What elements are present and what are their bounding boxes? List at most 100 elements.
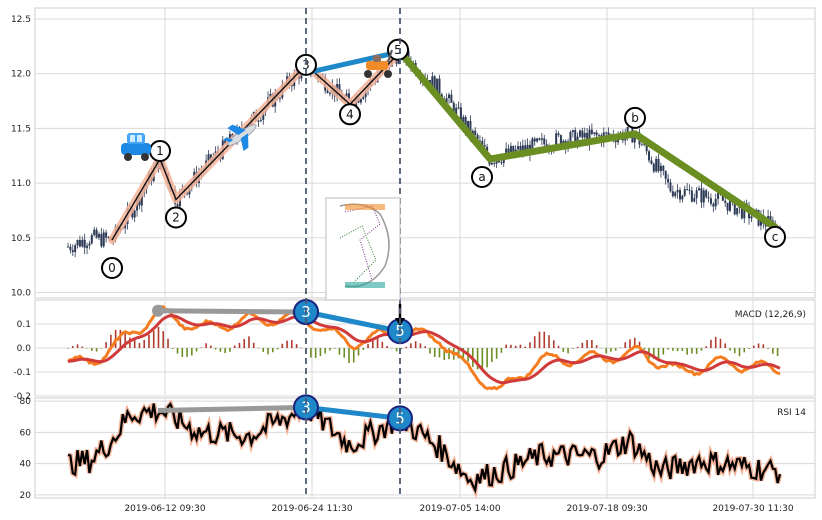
candle-body: [595, 132, 598, 136]
macd-hist-bar: [533, 336, 536, 348]
candle-body: [455, 107, 458, 116]
scooter-icon: [364, 49, 393, 78]
candle-body: [524, 145, 527, 151]
candle-body: [674, 192, 677, 197]
macd-hist-bar: [310, 348, 312, 358]
macd-hist-bar: [191, 348, 193, 356]
candle-body: [328, 92, 331, 94]
macd-hist-bar: [186, 348, 188, 357]
candle-body: [490, 163, 493, 165]
macd-tick-label: 0.1: [17, 320, 31, 330]
macd-hist-bar: [700, 348, 703, 351]
candle-body: [450, 94, 453, 103]
macd-divergence-line: [305, 309, 401, 334]
candle-body: [736, 207, 739, 215]
macd-hist-bar: [529, 342, 531, 348]
macd-hist-bar: [600, 348, 603, 349]
candle-body: [95, 229, 98, 238]
x-tick-label: 2019-07-05 14:00: [419, 504, 500, 514]
candle-body: [712, 203, 715, 207]
macd-hist-bar: [486, 348, 488, 368]
macd-hist-bar: [662, 348, 665, 355]
macd-hist-bar: [491, 348, 493, 363]
macd-hist-bar: [152, 330, 155, 348]
macd-hist-bar: [295, 344, 298, 348]
macd-hist-bar: [719, 338, 722, 348]
candle-body: [607, 132, 610, 136]
candle-body: [714, 198, 717, 207]
macd-hist-bar: [514, 345, 517, 348]
macd-hist-bar: [657, 348, 660, 360]
macd-hist-bar: [138, 342, 141, 348]
macd-hist-bar: [81, 346, 84, 348]
candle-body: [452, 102, 455, 116]
x-tick-label: 2019-06-24 11:30: [271, 504, 352, 514]
price-tick-label: 12.5: [11, 15, 31, 25]
candle-body: [78, 240, 81, 247]
macd-hist-bar: [414, 341, 417, 348]
price-tick-label: 11.0: [11, 179, 31, 189]
rsi-prior-peak-line: [157, 404, 307, 413]
candle-body: [290, 84, 293, 87]
macd-hist-bar: [324, 348, 326, 354]
candle-body: [326, 90, 329, 93]
macd-hist-bar: [76, 344, 79, 348]
macd-hist-bar: [633, 337, 636, 348]
macd-hist-bar: [605, 348, 607, 354]
candle-body: [750, 216, 753, 219]
candle-body: [728, 199, 731, 211]
candle-body: [626, 126, 629, 136]
wave-label: 0: [108, 261, 116, 275]
wave-circle: [624, 106, 646, 129]
candle-body: [681, 195, 684, 200]
candle-body: [590, 129, 593, 134]
macd-hist-bar: [381, 341, 384, 348]
candle-body: [698, 188, 701, 191]
candle-body: [690, 190, 693, 202]
macd-hist-bar: [753, 345, 755, 348]
candle-body: [557, 133, 560, 136]
candle-body: [474, 130, 477, 136]
candle-body: [764, 223, 767, 227]
candle-body: [559, 135, 562, 146]
macd-hist-bar: [729, 348, 731, 351]
macd-hist-bar: [586, 340, 588, 348]
macd-hist-bar: [505, 344, 507, 348]
candle-body: [733, 197, 736, 215]
candle-body: [362, 97, 365, 100]
x-tick-label: 2019-07-30 11:30: [712, 504, 793, 514]
candle-body: [652, 163, 655, 172]
candle-body: [540, 138, 543, 140]
macd-hist-bar: [705, 346, 707, 348]
macd-hist-bar: [548, 335, 550, 348]
candle-body: [707, 197, 710, 199]
x-tick-label: 2019-06-12 09:30: [124, 504, 205, 514]
macd-hist-bar: [386, 346, 388, 348]
rsi-tick-label: 60: [20, 428, 32, 438]
indicator-lines: [67, 305, 783, 499]
macd-hist-bar: [686, 348, 688, 355]
macd-hist-bar: [767, 348, 769, 349]
candle-body: [86, 245, 89, 248]
wave-label: a: [478, 170, 485, 184]
candle-body: [67, 246, 69, 248]
candle-body: [700, 188, 703, 203]
macd-tick-label: -0.1: [13, 368, 31, 378]
candle-body: [717, 191, 720, 199]
macd-hist-bar: [214, 348, 217, 350]
candle-body: [88, 243, 91, 246]
macd-hist-bar: [176, 348, 179, 354]
candle-body: [598, 135, 601, 137]
macd-hist-bar: [200, 347, 203, 348]
candle-body: [74, 245, 77, 253]
candle-body: [640, 144, 643, 146]
macd-hist-bar: [519, 344, 522, 348]
macd-hist-bar: [567, 348, 569, 354]
macd-hist-bar: [319, 348, 322, 357]
candle-body: [69, 246, 72, 251]
candle-body: [133, 210, 136, 218]
rsi-panel-label: RSI 14: [777, 408, 806, 418]
price-tick-label: 11.5: [11, 124, 31, 134]
candle-body: [659, 165, 662, 172]
candle-body: [224, 140, 227, 144]
